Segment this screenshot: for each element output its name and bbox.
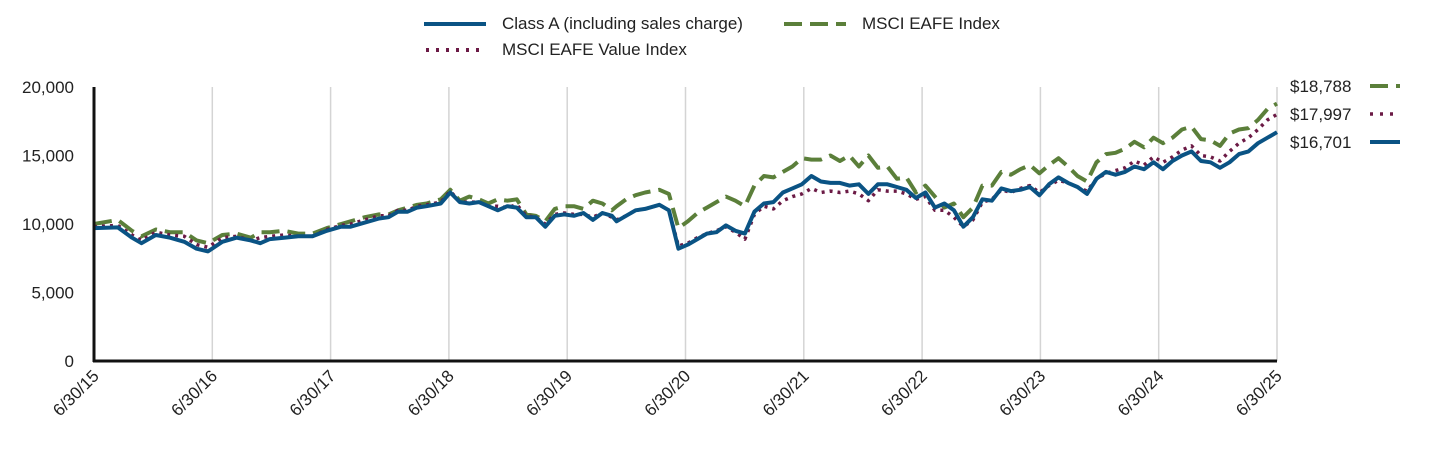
legend-swatch-msci-eafe-value (424, 44, 486, 56)
x-tick-label: 6/30/20 (641, 366, 695, 420)
x-tick-label: 6/30/19 (522, 366, 576, 420)
x-tick-label: 6/30/17 (286, 366, 340, 420)
legend-label-class-a: Class A (including sales charge) (502, 14, 743, 33)
x-tick-label: 6/30/21 (759, 366, 813, 420)
legend-item-class-a: Class A (including sales charge) (424, 14, 743, 34)
x-tick-label: 6/30/23 (996, 366, 1050, 420)
x-tick-label: 6/30/15 (49, 366, 103, 420)
legend-swatch-class-a (424, 18, 486, 30)
series-line-class-a-including-sales-charge (93, 130, 1279, 254)
x-tick-label: 6/30/24 (1114, 366, 1168, 420)
end-value-label: $16,701 (1290, 133, 1351, 152)
x-tick-label: 6/30/18 (404, 366, 458, 420)
end-value-label: $18,788 (1290, 77, 1351, 96)
legend-swatch-msci-eafe (784, 18, 846, 30)
end-value-label: $17,997 (1290, 105, 1351, 124)
y-tick-label: 0 (65, 352, 74, 371)
legend-label-msci-eafe-value: MSCI EAFE Value Index (502, 40, 687, 59)
y-tick-label: 10,000 (22, 215, 74, 234)
legend-label-msci-eafe: MSCI EAFE Index (862, 14, 1000, 33)
x-tick-label: 6/30/25 (1232, 366, 1286, 420)
legend-item-msci-eafe-value: MSCI EAFE Value Index (424, 40, 687, 60)
legend-item-msci-eafe: MSCI EAFE Index (784, 14, 1000, 34)
y-tick-label: 20,000 (22, 78, 74, 97)
y-tick-label: 15,000 (22, 147, 74, 166)
x-tick-label: 6/30/22 (877, 366, 931, 420)
y-tick-label: 5,000 (31, 284, 74, 303)
legend: Class A (including sales charge) MSCI EA… (424, 14, 1064, 64)
series-line-msci-eafe-index (93, 101, 1278, 246)
x-tick-label: 6/30/16 (168, 366, 222, 420)
